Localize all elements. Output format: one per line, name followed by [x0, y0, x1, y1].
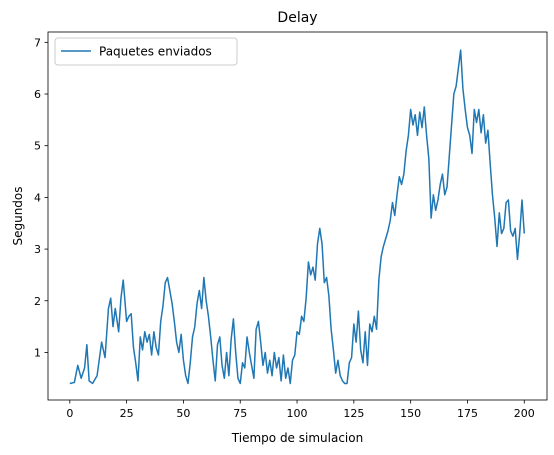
x-tick-label: 175 — [457, 407, 478, 420]
x-tick-label: 200 — [514, 407, 535, 420]
series-line-paquetes-enviados — [69, 49, 526, 385]
x-tick-label: 25 — [120, 407, 134, 420]
y-axis-ticks: 1 2 3 4 5 6 7 — [34, 36, 48, 359]
y-tick-label: 7 — [34, 36, 41, 49]
y-tick-label: 1 — [34, 346, 41, 359]
x-tick-label: 50 — [176, 407, 190, 420]
x-tick-label: 150 — [400, 407, 421, 420]
y-axis-label: Segundos — [11, 186, 25, 245]
legend-box — [54, 37, 238, 66]
legend: Paquetes enviados — [54, 37, 238, 66]
y-tick-label: 2 — [34, 295, 41, 308]
x-tick-label: 125 — [343, 407, 364, 420]
y-tick-label: 5 — [34, 140, 41, 153]
x-tick-label: 100 — [287, 407, 308, 420]
plot-frame — [47, 31, 548, 401]
x-axis-label: Tiempo de simulacion — [231, 431, 363, 445]
x-tick-label: 75 — [233, 407, 247, 420]
legend-label: Paquetes enviados — [99, 45, 212, 59]
y-tick-label: 3 — [34, 243, 41, 256]
y-tick-label: 6 — [34, 88, 41, 101]
plot-area-background — [48, 32, 547, 400]
y-tick-label: 4 — [34, 191, 41, 204]
series-layer — [69, 49, 526, 385]
chart-title: Delay — [277, 10, 317, 26]
x-axis-ticks: 0 25 50 75 100 125 150 175 200 — [66, 400, 535, 420]
x-tick-label: 0 — [66, 407, 73, 420]
